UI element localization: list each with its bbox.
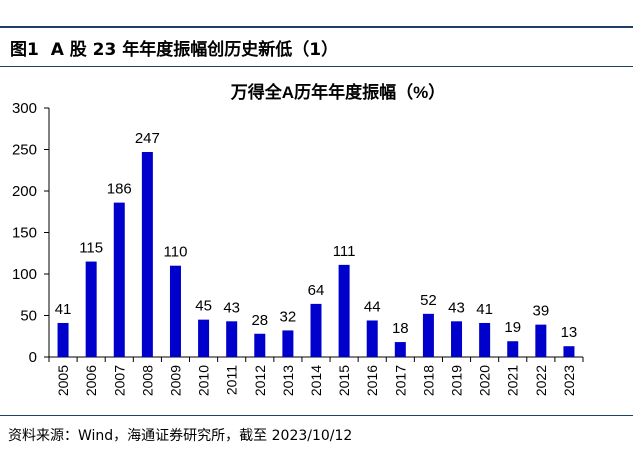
- bar: [338, 264, 350, 357]
- chart-axes: [44, 107, 584, 362]
- bar: [394, 342, 406, 357]
- x-tick-label: 2014: [308, 365, 324, 396]
- y-tick-labels: 0 50 100 150 200 250 300: [12, 100, 37, 366]
- x-tick-label: 2009: [167, 365, 183, 396]
- bar: [366, 320, 378, 357]
- x-tick-label: 2006: [83, 365, 99, 396]
- data-label: 41: [55, 301, 72, 318]
- bar: [85, 261, 97, 357]
- data-label: 43: [448, 299, 465, 316]
- data-labels: 41 115 186 247 110 45 43 28 32 64 111 44 18 52 43 41 19 3…: [55, 130, 578, 341]
- source-note: 资料来源：Wind，海通证券研究所，截至 2023/10/12: [8, 428, 353, 444]
- y-tick-label: 150: [12, 225, 37, 242]
- bar: [198, 319, 210, 357]
- data-label: 13: [561, 324, 578, 341]
- bar: [113, 202, 125, 357]
- data-label: 45: [195, 298, 212, 315]
- x-tick-label: 2005: [55, 365, 71, 396]
- bar-series: [57, 151, 575, 357]
- data-label: 41: [476, 301, 493, 318]
- x-tick-label: 2017: [392, 365, 408, 396]
- x-tick-label: 2023: [561, 365, 577, 396]
- x-tick-label: 2010: [196, 365, 212, 396]
- data-label: 64: [308, 282, 325, 299]
- bar: [535, 324, 547, 357]
- figure-header: 图1 A 股 23 年年度振幅创历史新低（1）: [0, 26, 633, 67]
- bar: [57, 322, 69, 357]
- data-label: 39: [532, 303, 549, 320]
- y-tick-label: 200: [12, 183, 37, 200]
- bar: [451, 321, 463, 357]
- bar: [226, 321, 238, 357]
- bar: [310, 303, 322, 357]
- x-tick-labels: 2005 2006 2007 2008 2009 2010 2011 2012 2013 2014…: [55, 365, 577, 396]
- x-tick-label: 2022: [533, 365, 549, 396]
- y-tick-label: 300: [12, 100, 37, 117]
- figure-footer: 资料来源：Wind，海通证券研究所，截至 2023/10/12: [0, 415, 633, 452]
- data-label: 52: [420, 292, 437, 309]
- x-tick-label: 2013: [280, 365, 296, 396]
- x-tick-label: 2015: [336, 365, 352, 396]
- data-label: 32: [280, 308, 297, 325]
- y-tick-label: 250: [12, 142, 37, 159]
- figure-caption: 图1 A 股 23 年年度振幅创历史新低（1）: [10, 35, 338, 60]
- data-label: 186: [107, 181, 132, 198]
- data-label: 110: [164, 244, 188, 261]
- data-label: 43: [223, 299, 240, 316]
- x-tick-label: 2011: [224, 365, 240, 395]
- bar: [507, 341, 519, 357]
- y-tick-label: 100: [12, 266, 37, 283]
- x-tick-label: 2021: [505, 365, 521, 396]
- x-tick-label: 2020: [477, 365, 493, 396]
- figure-label: 图1: [10, 40, 39, 60]
- bar-chart: 万得全A历年年度振幅（%） 41 115 186 247 110 45 43 28 32 64 11…: [12, 82, 584, 396]
- data-label: 19: [504, 319, 521, 336]
- data-label: 115: [79, 240, 103, 257]
- data-label: 18: [392, 320, 409, 337]
- bar: [479, 322, 491, 357]
- x-tick-label: 2012: [252, 365, 268, 396]
- x-tick-label: 2019: [449, 365, 465, 396]
- x-tick-label: 2016: [364, 365, 380, 396]
- bar: [422, 313, 434, 357]
- bar: [169, 265, 181, 357]
- bar: [254, 333, 266, 357]
- y-tick-label: 0: [29, 349, 37, 366]
- x-tick-label: 2018: [420, 365, 436, 396]
- y-tick-label: 50: [20, 308, 37, 325]
- chart-title: 万得全A历年年度振幅（%）: [230, 82, 445, 102]
- x-tick-label: 2008: [139, 365, 155, 396]
- data-label: 111: [333, 243, 356, 260]
- bar: [282, 330, 294, 357]
- bar: [141, 151, 153, 357]
- bar: [563, 346, 575, 357]
- data-label: 44: [364, 298, 381, 315]
- data-label: 247: [135, 130, 160, 147]
- figure-title: A 股 23 年年度振幅创历史新低（1）: [50, 40, 339, 60]
- data-label: 28: [251, 312, 268, 329]
- x-tick-label: 2007: [111, 365, 127, 396]
